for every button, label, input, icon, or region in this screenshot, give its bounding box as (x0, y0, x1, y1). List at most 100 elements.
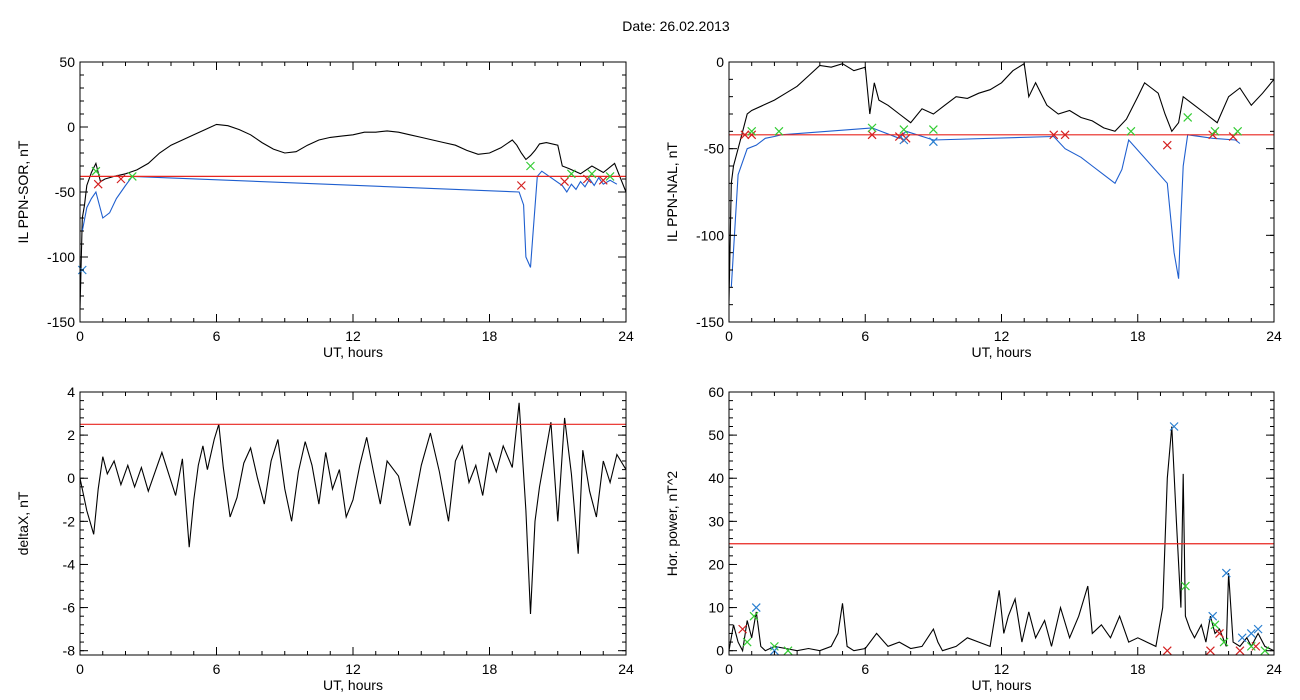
series-line-blue (81, 170, 618, 268)
marker-red (116, 174, 126, 184)
x-tick-label: 6 (213, 661, 221, 677)
y-tick-label: -100 (47, 249, 75, 265)
marker-blue (1253, 624, 1263, 634)
marker-green (774, 126, 784, 136)
y-tick-label: 0 (716, 643, 724, 659)
plot-frame (79, 391, 627, 656)
panel-power: 0 6 12 18 24 0 10 20 30 40 50 60 UT, hours Hor. power… (664, 384, 1282, 693)
marker-green (867, 123, 877, 133)
marker-red (1162, 140, 1172, 150)
plot-frame (728, 61, 1275, 323)
marker-green (1246, 641, 1256, 651)
marker-green (899, 125, 909, 135)
y-tick-label: -150 (47, 314, 75, 330)
marker-green (1233, 126, 1243, 136)
marker-red (1235, 646, 1245, 656)
x-tick-label: 0 (76, 328, 84, 344)
marker-red (894, 132, 904, 141)
y-tick-label: -150 (696, 314, 724, 330)
x-tick-label: 0 (76, 661, 84, 677)
x-tick-label: 6 (861, 328, 869, 344)
y-axis-label: IL PPN-NAL, nT (664, 142, 680, 242)
marker-red (1060, 130, 1070, 140)
marker-green (1181, 581, 1190, 591)
x-tick-label: 24 (618, 328, 634, 344)
y-tick-label: 0 (67, 119, 75, 135)
series-line-blue (730, 127, 1241, 288)
y-tick-label: -100 (696, 227, 724, 243)
y-tick-label: 30 (708, 513, 724, 529)
x-tick-label: 18 (482, 328, 498, 344)
y-tick-label: -2 (63, 513, 76, 529)
y-tick-label: 10 (708, 600, 724, 616)
series-line-black (729, 426, 1274, 653)
marker-green (91, 166, 101, 176)
x-tick-label: 12 (345, 661, 361, 677)
marker-green (587, 169, 597, 179)
marker-red (867, 130, 877, 140)
x-axis-label: UT, hours (323, 344, 383, 360)
x-tick-label: 6 (861, 661, 869, 677)
y-tick-label: -50 (704, 141, 724, 157)
marker-red (1205, 646, 1215, 656)
x-tick-label: 12 (994, 661, 1010, 677)
marker-blue (751, 603, 761, 612)
marker-blue (1208, 611, 1218, 621)
x-tick-label: 12 (994, 328, 1010, 344)
marker-green (783, 646, 793, 656)
y-tick-label: 40 (708, 470, 724, 486)
y-axis-label: deltaX, nT (15, 491, 31, 555)
marker-green (928, 125, 938, 135)
marker-green (1183, 113, 1193, 122)
x-axis-label: UT, hours (972, 677, 1032, 693)
series-line-black (80, 402, 626, 615)
marker-green (747, 126, 757, 136)
panel-nal: 0 6 12 18 24 -150 -100 -50 0 UT, hours IL PPN-NAL,… (664, 54, 1282, 360)
y-tick-label: -8 (63, 643, 76, 659)
marker-green (1260, 646, 1270, 656)
marker-red (560, 177, 569, 187)
y-tick-label: -4 (63, 556, 76, 572)
y-tick-label: 4 (67, 384, 75, 400)
x-tick-label: 24 (618, 661, 634, 677)
marker-red (747, 130, 757, 140)
x-tick-label: 24 (1266, 661, 1282, 677)
marker-red (1162, 646, 1172, 656)
y-tick-label: 50 (708, 427, 724, 443)
marker-blue (1221, 568, 1231, 578)
y-tick-label: 0 (716, 54, 724, 70)
marker-green (1126, 126, 1136, 136)
marker-blue (1246, 629, 1256, 638)
marker-red (1251, 641, 1261, 651)
y-tick-label: 0 (67, 470, 75, 486)
x-tick-label: 18 (1130, 328, 1146, 344)
marker-green (749, 611, 759, 621)
y-tick-label: -50 (55, 184, 75, 200)
marker-blue (769, 646, 779, 656)
marker-green (127, 171, 137, 181)
y-tick-label: 60 (708, 384, 724, 400)
marker-red (1049, 130, 1059, 140)
x-axis-label: UT, hours (972, 344, 1032, 360)
y-tick-label: 20 (708, 556, 724, 572)
x-tick-label: 18 (482, 661, 498, 677)
marker-green (526, 161, 535, 171)
x-tick-label: 0 (725, 661, 733, 677)
marker-red (93, 179, 103, 189)
marker-blue (899, 135, 909, 145)
x-tick-label: 18 (1130, 661, 1146, 677)
marker-blue (1237, 633, 1247, 643)
marker-red (740, 130, 750, 140)
x-tick-label: 12 (345, 328, 361, 344)
marker-green (769, 641, 779, 651)
x-axis-label: UT, hours (323, 677, 383, 693)
marker-blue (1169, 422, 1179, 431)
x-tick-label: 24 (1266, 328, 1282, 344)
x-tick-label: 6 (213, 328, 221, 344)
marker-green (566, 169, 576, 179)
y-tick-label: 50 (59, 54, 75, 70)
marker-green (605, 171, 615, 181)
plot-frame (79, 61, 627, 323)
y-axis-label: Hor. power, nT^2 (664, 471, 680, 577)
